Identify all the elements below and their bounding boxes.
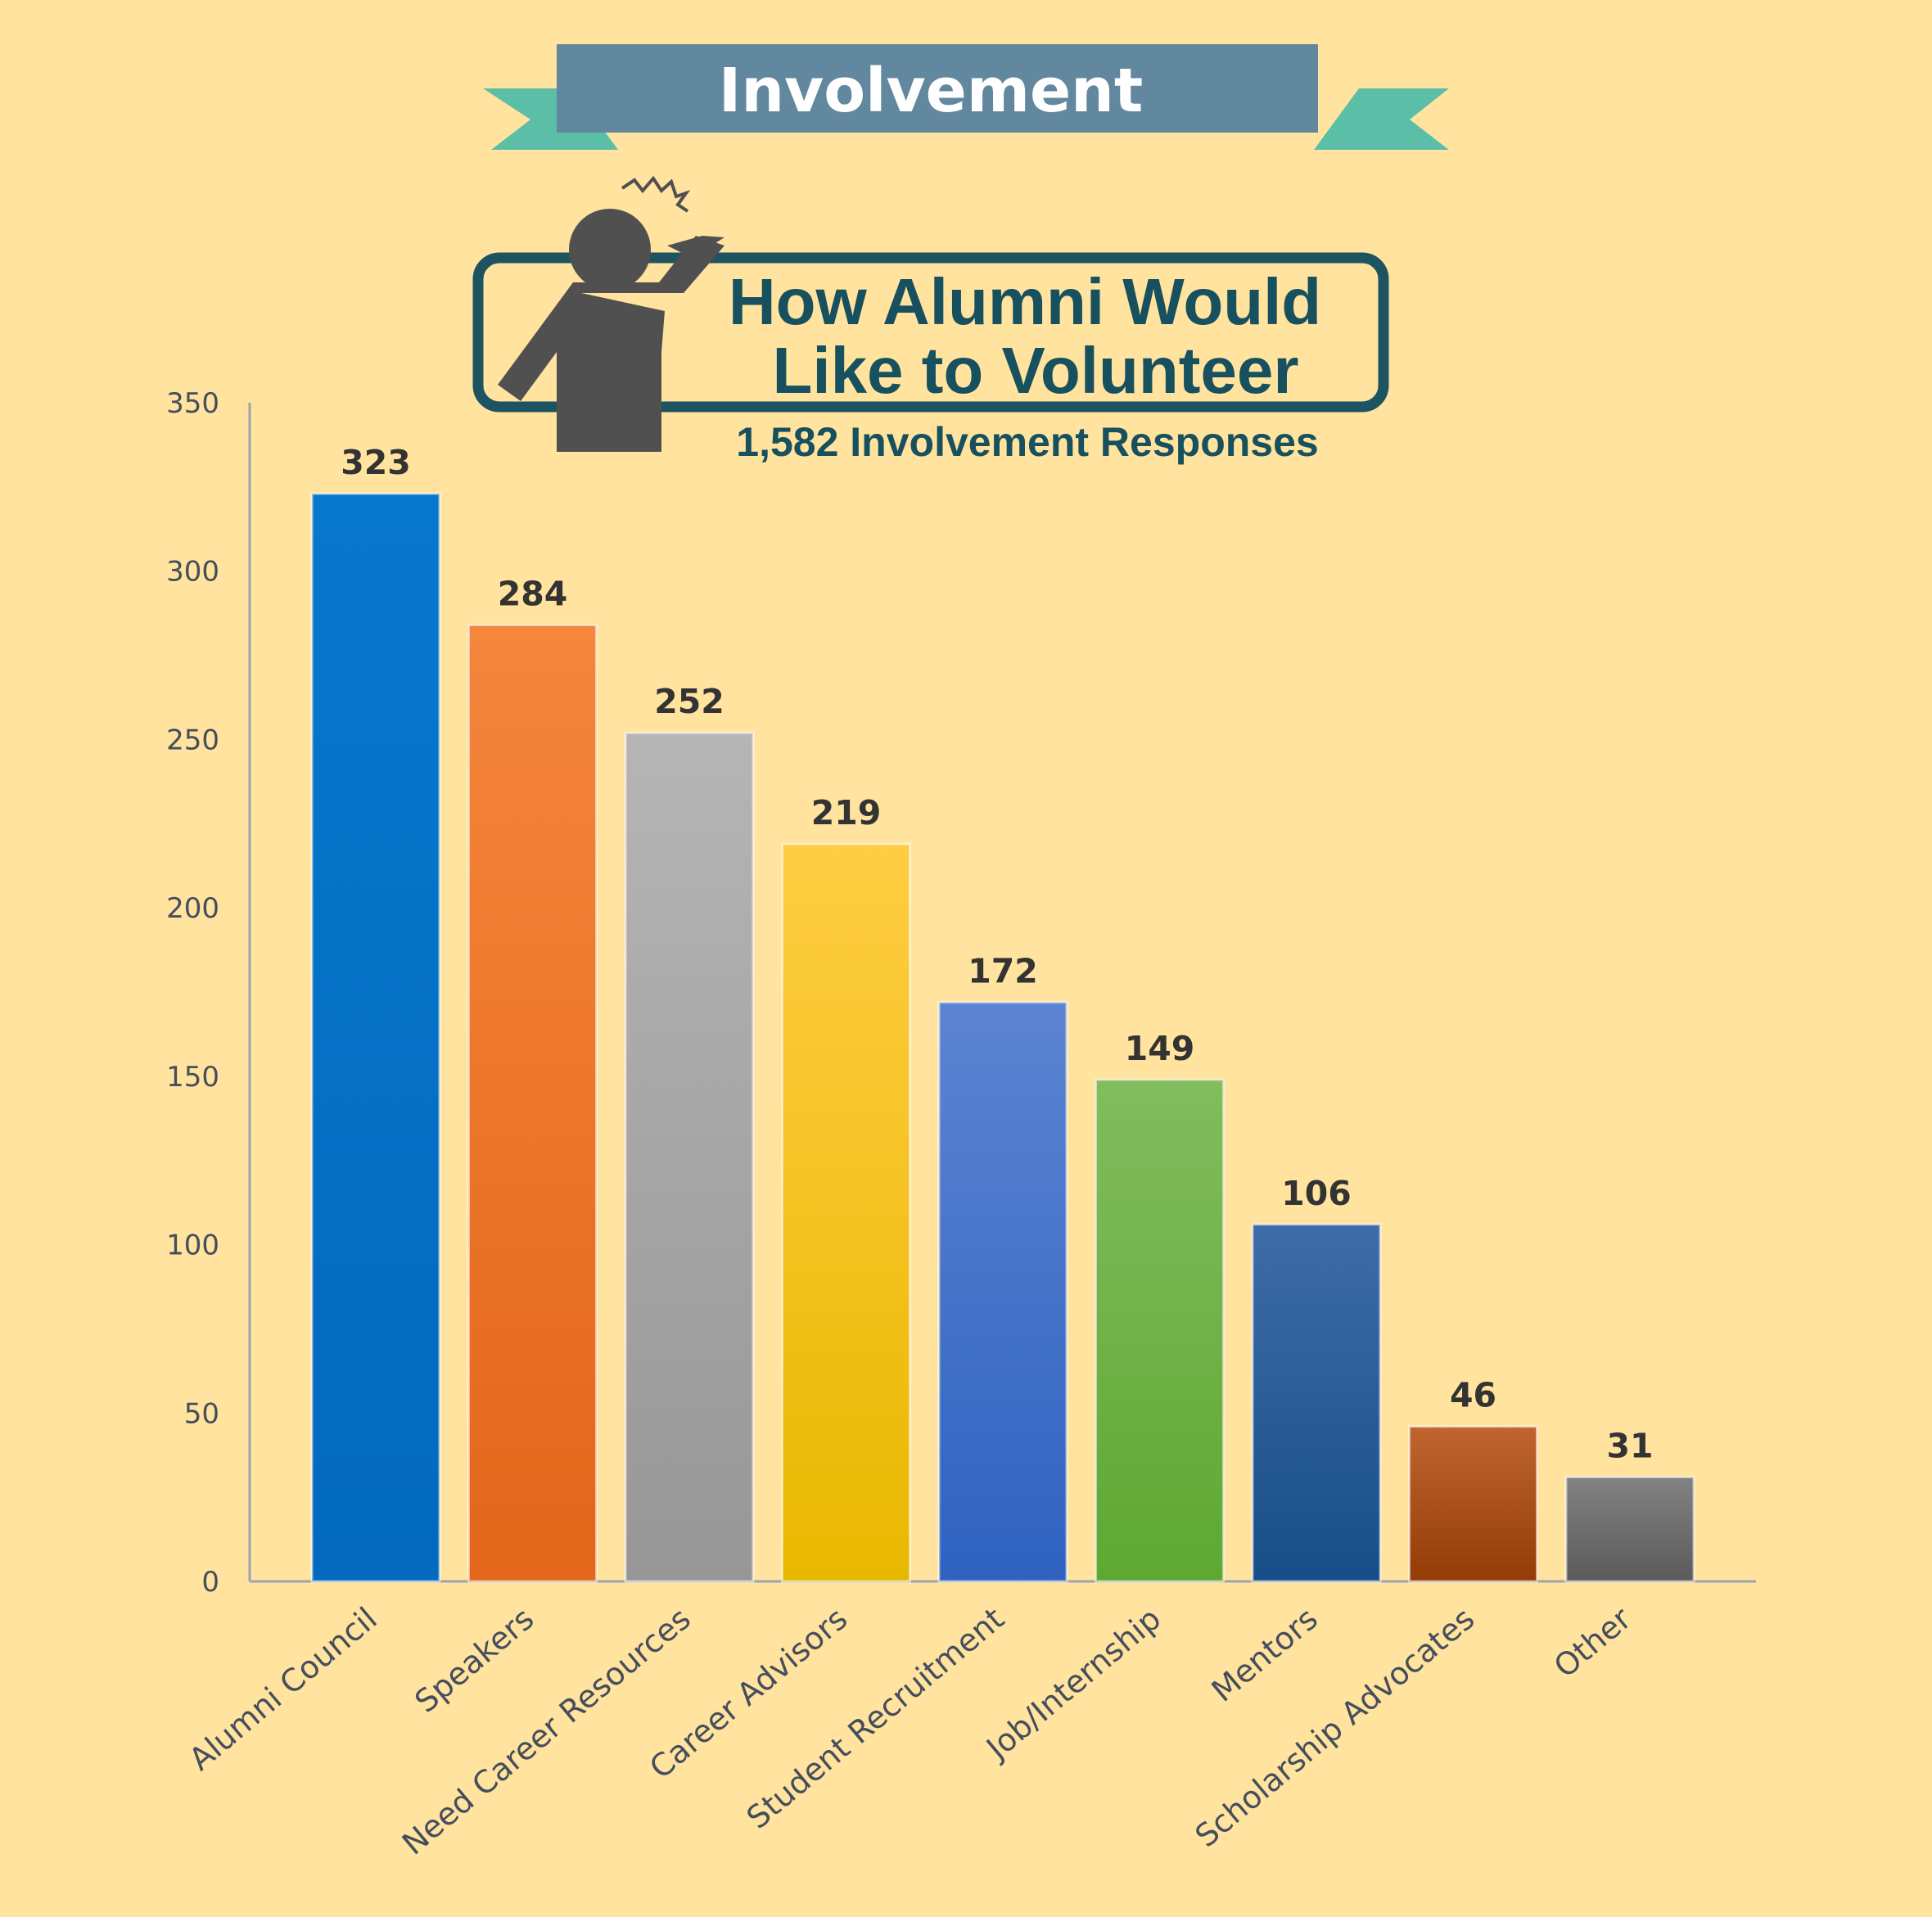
y-tick-label: 200 bbox=[166, 892, 219, 925]
title-banner: Involvement bbox=[483, 44, 1449, 150]
y-tick-label: 350 bbox=[166, 387, 219, 420]
callout-frame bbox=[472, 252, 1389, 413]
spark-icon bbox=[621, 175, 691, 213]
value-label-speakers: 284 bbox=[498, 575, 568, 614]
y-tick-label: 100 bbox=[166, 1229, 219, 1262]
value-label-mentors: 106 bbox=[1281, 1174, 1352, 1213]
y-axis-ticks: 0 50 100 150 200 250 300 350 bbox=[166, 387, 219, 1599]
y-tick-label: 0 bbox=[201, 1566, 219, 1599]
bar-alumni-council bbox=[310, 492, 441, 1583]
value-label-need-career-resources: 252 bbox=[654, 682, 724, 721]
value-label-scholarship-advocates: 46 bbox=[1450, 1376, 1496, 1415]
bar-career-advisors bbox=[781, 842, 911, 1583]
value-label-student-recruitment: 172 bbox=[968, 951, 1038, 990]
bar-speakers bbox=[467, 624, 598, 1583]
callout-title-line2: Like to Volunteer bbox=[772, 334, 1298, 407]
y-tick-label: 150 bbox=[166, 1061, 219, 1094]
y-tick-label: 300 bbox=[166, 556, 219, 589]
bar-scholarship-advocates bbox=[1408, 1425, 1538, 1583]
bars bbox=[310, 492, 1695, 1583]
callout: How Alumni Would Like to Volunteer 1,582… bbox=[472, 175, 1389, 465]
ribbon-right bbox=[1314, 88, 1449, 150]
x-tick-label-student-recruitment: Student Recruitment bbox=[740, 1600, 1011, 1836]
value-label-job-internship: 149 bbox=[1125, 1029, 1195, 1068]
value-label-alumni-council: 323 bbox=[341, 443, 411, 482]
x-tick-label-alumni-council: Alumni Council bbox=[183, 1600, 384, 1777]
y-tick-label: 50 bbox=[184, 1397, 219, 1430]
bar-other bbox=[1564, 1475, 1695, 1583]
banner-title: Involvement bbox=[719, 56, 1143, 126]
x-tick-label-speakers: Speakers bbox=[408, 1600, 540, 1720]
bar-job-internship bbox=[1095, 1078, 1225, 1583]
bar-need-career-resources bbox=[624, 731, 755, 1583]
callout-title-line1: How Alumni Would bbox=[729, 265, 1321, 338]
x-tick-label-mentors: Mentors bbox=[1205, 1600, 1325, 1709]
x-tick-label-scholarship-advocates: Scholarship Advocates bbox=[1189, 1600, 1482, 1854]
value-labels: 323 284 252 219 172 149 106 46 31 bbox=[341, 443, 1653, 1465]
bar-student-recruitment bbox=[937, 1000, 1068, 1583]
callout-subtitle: 1,582 Involvement Responses bbox=[736, 419, 1318, 465]
person-raising-hand-icon bbox=[498, 209, 724, 452]
value-label-other: 31 bbox=[1606, 1426, 1653, 1465]
x-tick-label-other: Other bbox=[1547, 1600, 1638, 1685]
y-tick-label: 250 bbox=[166, 724, 219, 756]
bar-mentors bbox=[1251, 1223, 1382, 1583]
x-tick-label-need-career-resources: Need Career Resources bbox=[395, 1600, 697, 1861]
banner-bar bbox=[557, 44, 1318, 133]
value-label-career-advisors: 219 bbox=[811, 793, 882, 832]
